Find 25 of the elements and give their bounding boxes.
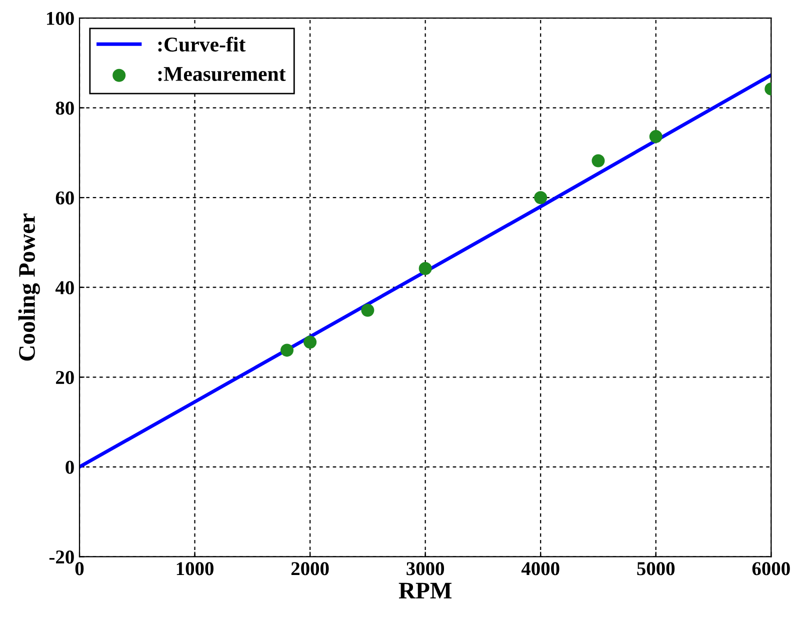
point [592,154,605,168]
legend-label: :Curve-fit [158,36,246,52]
x-tick-label: 0 [75,562,84,576]
y-tick-label: 0 [66,460,74,474]
x-tick-label: 4000 [521,562,560,576]
x-tick-label: 1000 [176,562,214,576]
y-tick-label: 60 [56,191,74,205]
point [418,262,432,276]
point [649,130,662,144]
y-tick-label: -20 [49,550,74,564]
point [534,191,548,204]
y-tick-label: 40 [55,281,74,294]
y-axis-title: Cooling Power [18,213,40,361]
x-tick-label: 3000 [406,562,444,576]
x-tick-label: 6000 [752,562,790,576]
point [280,344,294,357]
x-tick-label: 2000 [291,562,329,576]
legend-label: :Measurement [158,67,286,82]
x-tick-label: 5000 [637,562,675,576]
y-tick-label: 80 [56,102,74,115]
y-tick-label: 20 [56,370,74,384]
y-tick-label: 100 [47,12,74,25]
x-axis-title: RPM [398,582,452,598]
point [304,336,317,349]
point [361,304,374,317]
